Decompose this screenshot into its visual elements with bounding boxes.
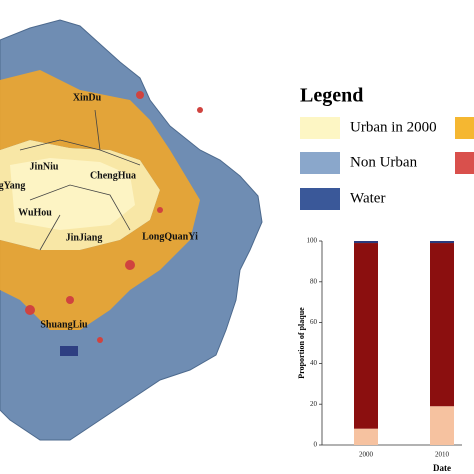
bar-segment <box>354 241 378 244</box>
patch <box>25 305 35 315</box>
legend-label: Non Urban <box>350 154 418 170</box>
district-borders <box>19 109 141 251</box>
patch <box>125 260 135 270</box>
map-labels: XinDu JinNiu ChengHua gYang WuHou JinJiang Lon… <box>0 92 198 330</box>
bar-segment <box>430 241 454 244</box>
y-tick-label: 80 <box>310 277 318 285</box>
patch <box>136 91 144 99</box>
legend-swatch <box>300 117 340 139</box>
legend-swatch <box>300 152 340 174</box>
district-label: JinJiang <box>66 232 103 243</box>
chart: 0 20 40 60 80 100 2000 2010 Proportion of plaque… <box>297 237 462 473</box>
patch <box>97 337 103 343</box>
x-tick-label: 2000 <box>359 451 374 459</box>
y-tick-label: 0 <box>314 441 318 449</box>
district-label: ChengHua <box>90 170 136 181</box>
district-label: JinNiu <box>30 161 59 172</box>
urban-core-inner <box>10 158 135 230</box>
y-tick-label: 40 <box>310 359 318 367</box>
bar-segment <box>354 428 378 445</box>
border <box>19 109 141 251</box>
legend-label: Water <box>350 190 385 206</box>
legend-title: Legend <box>300 85 363 107</box>
x-tick-label: 2010 <box>435 451 450 459</box>
bar-segment <box>430 406 454 445</box>
x-axis-label: Date <box>433 463 451 473</box>
y-tick-label: 100 <box>307 237 318 245</box>
district-label: XinDu <box>73 92 102 103</box>
legend-swatch <box>300 188 340 210</box>
legend-swatch <box>455 117 474 139</box>
y-axis-label: Proportion of plaque <box>297 307 306 379</box>
water-body <box>60 346 78 356</box>
district-label: gYang <box>0 180 25 191</box>
bar-segment <box>354 243 378 429</box>
district-label: WuHou <box>18 207 52 218</box>
patch <box>66 296 74 304</box>
legend-label: Urban in 2000 <box>350 119 437 135</box>
urban-expansion <box>0 70 200 330</box>
legend-swatch <box>455 152 474 174</box>
map <box>0 19 263 441</box>
patch <box>157 207 163 213</box>
new-urban-patches <box>25 91 203 343</box>
y-tick-label: 60 <box>310 318 318 326</box>
legend-items: Urban in 2000 Non Urban Water <box>350 119 437 206</box>
patch <box>197 107 203 113</box>
bar-segment <box>430 243 454 407</box>
district-label: ShuangLiu <box>40 319 88 330</box>
district-label: LongQuanYi <box>142 231 198 242</box>
y-tick-label: 20 <box>310 400 318 408</box>
